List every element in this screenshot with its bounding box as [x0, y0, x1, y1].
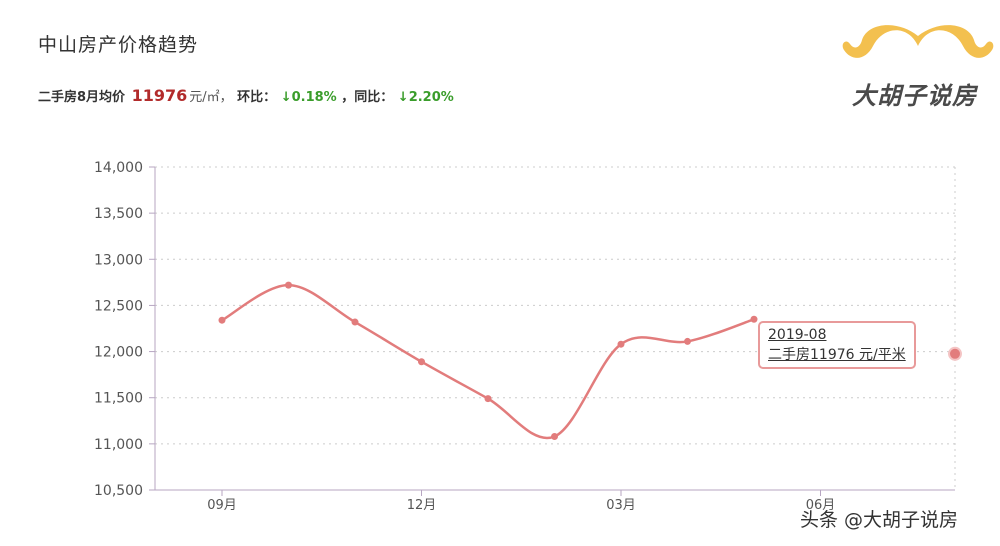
price-unit: 元/㎡， — [189, 90, 233, 105]
average-price: 11976 — [131, 86, 188, 105]
x-tick-label: 03月 — [606, 498, 636, 513]
data-point — [418, 358, 425, 366]
price-summary: 二手房8月均价 11976 元/㎡， 环比： ↓0.18% ，同比： ↓2.20% — [38, 86, 454, 105]
data-point — [551, 432, 558, 440]
data-point — [218, 316, 226, 324]
y-tick-label: 13,500 — [94, 206, 143, 222]
tooltip-date: 2019-08 — [768, 327, 827, 343]
logo-text: 大胡子说房 — [852, 82, 977, 110]
x-tick-label: 09月 — [207, 498, 237, 513]
data-point — [617, 340, 625, 348]
data-point — [285, 281, 292, 289]
y-tick-label: 10,500 — [94, 483, 143, 499]
chart-tooltip: 2019-08 二手房11976 元/平米 — [758, 321, 916, 369]
data-point — [484, 395, 492, 403]
data-point — [750, 315, 758, 323]
x-tick-label: 12月 — [407, 498, 437, 513]
y-tick-label: 11,500 — [94, 391, 143, 407]
data-point — [351, 318, 359, 326]
page-title: 中山房产价格趋势 — [38, 34, 199, 56]
y-tick-label: 13,000 — [94, 252, 143, 268]
data-point — [684, 337, 691, 345]
tooltip-value: 二手房11976 元/平米 — [768, 347, 906, 363]
yoy-value: ↓2.20% — [397, 90, 454, 105]
series-line — [221, 283, 755, 440]
mom-label: 环比： — [237, 90, 277, 105]
y-tick-label: 12,500 — [94, 298, 143, 314]
x-tick-label: 06月 — [806, 498, 836, 513]
y-tick-label: 14,000 — [94, 160, 143, 176]
highlighted-data-point — [948, 346, 962, 361]
yoy-label: ，同比： — [341, 90, 394, 105]
mom-value: ↓0.18% — [280, 90, 337, 105]
summary-prefix: 二手房8月均价 — [38, 90, 126, 105]
watermark: 头条 @大胡子说房 — [800, 509, 959, 531]
y-tick-label: 12,000 — [94, 345, 143, 361]
y-tick-label: 11,000 — [94, 437, 143, 453]
mustache-logo-icon — [842, 25, 994, 58]
